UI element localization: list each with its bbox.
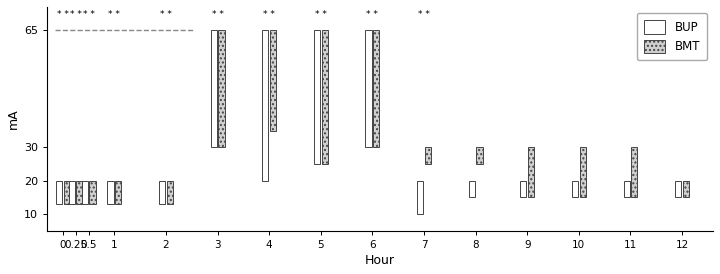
Bar [159,181,165,204]
Bar [631,147,637,198]
Text: * *: * * [264,10,275,19]
Bar [55,181,62,204]
Bar [624,181,630,198]
Text: * *: * * [315,10,327,19]
Bar [683,181,689,198]
Bar [270,30,276,131]
Bar [417,181,423,214]
Bar [366,30,372,147]
Bar [89,181,96,204]
Bar [107,181,114,204]
Bar [675,181,681,198]
Bar [477,147,482,164]
Bar [572,181,578,198]
Bar [314,30,320,164]
Bar [469,181,475,198]
Text: * *: * * [83,10,94,19]
Text: * *: * * [109,10,120,19]
Text: * *: * * [212,10,223,19]
X-axis label: Hour: Hour [365,254,395,267]
Text: * *: * * [366,10,378,19]
Y-axis label: mA: mA [7,109,20,129]
Legend: BUP, BMT: BUP, BMT [636,13,707,60]
Bar [211,30,217,147]
Bar [322,30,328,164]
Bar [521,181,526,198]
Bar [115,181,122,204]
Bar [262,30,269,181]
Bar [425,147,431,164]
Bar [167,181,173,204]
Text: * *: * * [418,10,430,19]
Bar [76,181,83,204]
Bar [81,181,88,204]
Bar [68,181,75,204]
Bar [580,147,586,198]
Bar [63,181,70,204]
Text: * *: * * [70,10,81,19]
Bar [528,147,534,198]
Text: * *: * * [57,10,68,19]
Text: * *: * * [160,10,172,19]
Bar [373,30,379,147]
Bar [218,30,225,147]
